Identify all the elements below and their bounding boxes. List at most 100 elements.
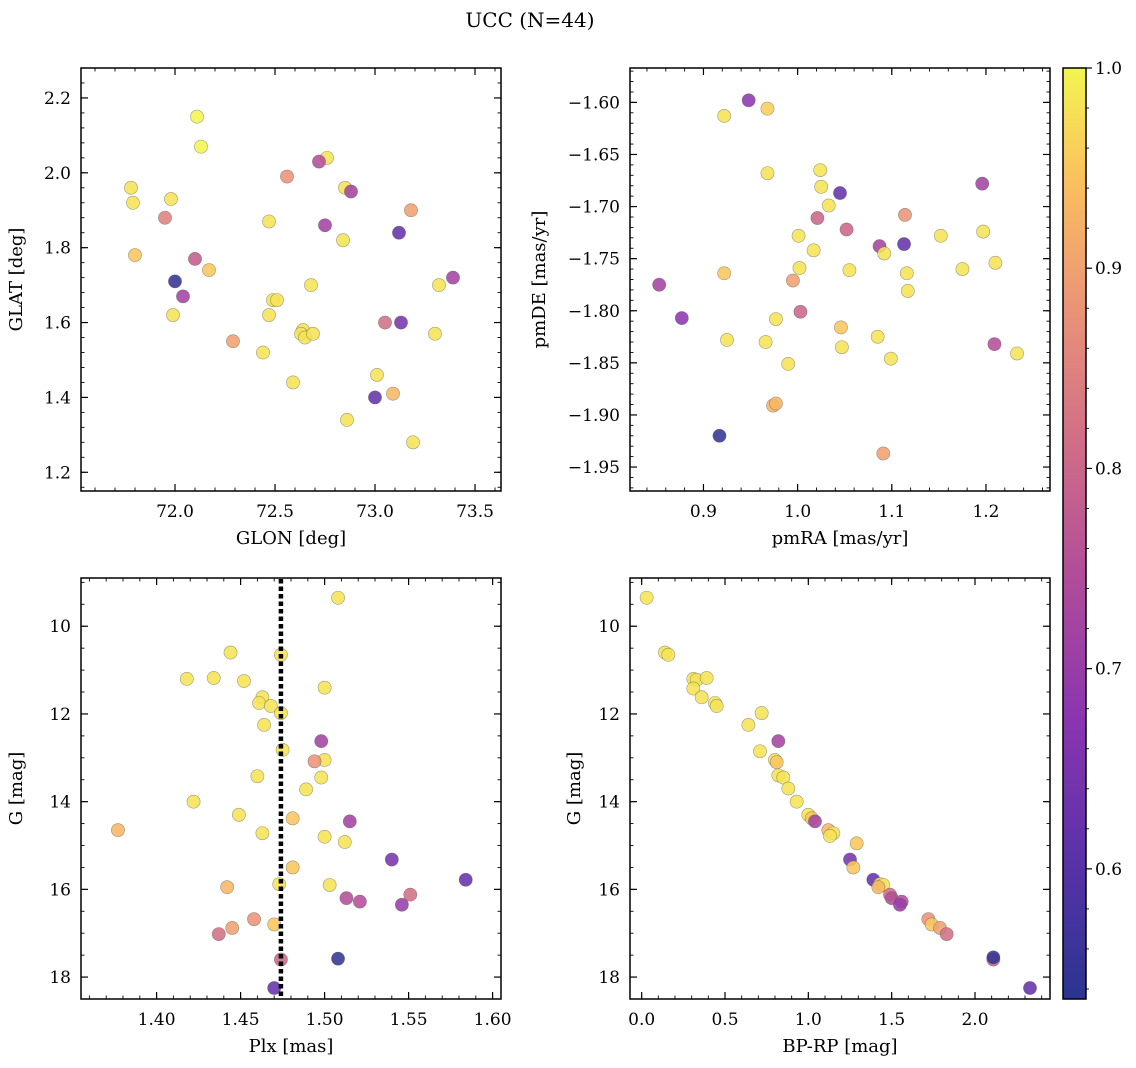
data-point xyxy=(808,814,822,829)
data-point xyxy=(834,340,849,355)
data-point xyxy=(975,176,990,191)
data-point xyxy=(760,101,775,116)
data-point xyxy=(781,781,796,796)
data-point xyxy=(876,446,891,461)
data-point xyxy=(458,872,473,887)
data-point xyxy=(262,308,276,322)
data-point xyxy=(307,754,322,769)
data-point xyxy=(232,807,246,822)
x-tick-label: 73.5 xyxy=(456,502,494,522)
data-point xyxy=(813,163,828,178)
y-tick-label: 12 xyxy=(49,705,71,725)
data-point xyxy=(168,274,182,289)
data-point xyxy=(652,277,667,292)
y-tick-label: 10 xyxy=(49,617,71,637)
data-point xyxy=(274,706,288,720)
data-point xyxy=(226,334,240,349)
data-point xyxy=(753,744,767,759)
data-point xyxy=(849,836,864,851)
data-point xyxy=(900,284,915,298)
data-point xyxy=(257,718,272,732)
y-tick-label: −1.90 xyxy=(568,406,620,426)
data-point xyxy=(786,273,800,288)
data-point xyxy=(1023,981,1037,995)
data-point xyxy=(791,228,806,243)
y-tick-label: 18 xyxy=(598,968,620,988)
x-tick-label: 1.60 xyxy=(474,1010,512,1030)
data-point xyxy=(111,823,125,838)
figure-title: UCC (N=44) xyxy=(465,8,594,32)
data-point xyxy=(394,315,408,330)
data-point xyxy=(720,333,734,347)
data-point xyxy=(712,428,727,443)
data-point xyxy=(339,891,354,906)
data-point xyxy=(870,329,885,344)
data-point xyxy=(317,680,332,695)
x-tick-label: 2.0 xyxy=(961,1010,988,1030)
y-tick-label: −1.65 xyxy=(568,145,620,165)
y-tick-label: 1.8 xyxy=(44,239,71,259)
data-point xyxy=(186,794,201,809)
data-point xyxy=(988,255,1003,270)
plot-frame xyxy=(80,67,502,492)
data-point xyxy=(769,755,784,770)
data-point xyxy=(404,203,418,218)
x-axis-label: Plx [mas] xyxy=(249,1036,334,1057)
x-tick-label: 1.40 xyxy=(138,1010,176,1030)
x-axis-label: GLON [deg] xyxy=(236,528,346,549)
data-point xyxy=(403,887,418,902)
data-point xyxy=(661,647,676,662)
data-point xyxy=(202,263,216,278)
data-point xyxy=(833,186,847,200)
y-tick-label: 2.0 xyxy=(44,164,71,184)
x-tick-label: 73.0 xyxy=(356,502,394,522)
x-tick-label: 1.0 xyxy=(784,502,811,522)
data-point xyxy=(252,696,266,710)
data-point xyxy=(986,950,1001,965)
data-point xyxy=(699,671,714,685)
x-tick-label: 0.0 xyxy=(628,1010,655,1030)
data-point xyxy=(406,435,420,450)
data-point xyxy=(758,335,773,349)
colorbar-tick-label: 0.6 xyxy=(1095,860,1122,880)
data-point xyxy=(781,356,796,371)
y-axis-label: GLAT [deg] xyxy=(6,228,27,332)
data-point xyxy=(717,266,732,281)
data-point xyxy=(194,139,208,154)
y-tick-label: 14 xyxy=(49,793,71,813)
data-point xyxy=(225,921,240,935)
data-point xyxy=(274,952,288,967)
data-point xyxy=(255,826,270,841)
x-tick-label: 1.1 xyxy=(878,502,905,522)
x-tick-label: 1.0 xyxy=(795,1010,822,1030)
data-point xyxy=(789,794,804,809)
data-point xyxy=(893,897,907,912)
data-point xyxy=(306,326,320,341)
data-point xyxy=(166,308,180,322)
y-tick-label: −1.95 xyxy=(568,458,620,478)
data-point xyxy=(237,674,251,688)
data-point xyxy=(314,770,329,785)
data-point xyxy=(304,278,318,293)
data-point xyxy=(839,222,854,237)
data-point xyxy=(270,293,284,307)
colorbar-tick-label: 0.7 xyxy=(1095,660,1122,680)
y-tick-label: −1.60 xyxy=(568,93,620,113)
data-point xyxy=(164,192,178,206)
data-point xyxy=(674,311,689,325)
data-point xyxy=(188,252,202,266)
data-point xyxy=(340,412,354,427)
data-point xyxy=(392,225,406,240)
data-point xyxy=(939,927,954,941)
y-axis-label: pmDE [mas/yr] xyxy=(529,211,550,349)
data-point xyxy=(432,278,446,293)
y-tick-label: −1.70 xyxy=(568,198,620,218)
y-tick-label: −1.75 xyxy=(568,250,620,270)
data-point xyxy=(331,951,345,966)
data-point xyxy=(871,880,886,895)
data-point xyxy=(834,320,848,335)
data-point xyxy=(769,312,783,326)
colorbar: 0.6 0.7 0.8 0.9 1.0 xyxy=(1062,59,1122,1000)
data-point xyxy=(337,835,352,849)
data-point xyxy=(384,852,399,867)
